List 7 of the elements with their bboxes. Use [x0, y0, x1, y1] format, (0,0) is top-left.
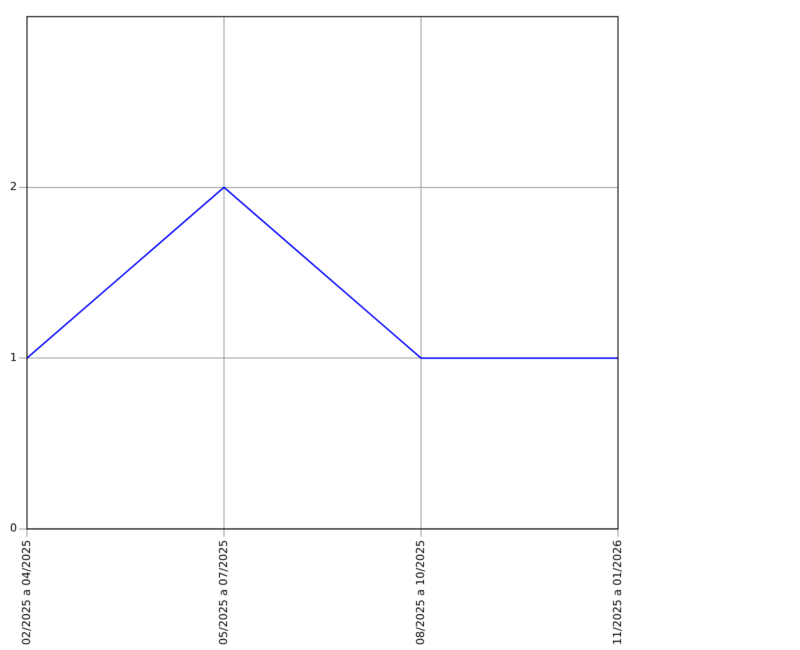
y-tick-label: 2 [10, 180, 17, 194]
x-tick-label: 11/2025 a 01/2026 [610, 540, 624, 646]
y-tick-label: 0 [10, 522, 17, 535]
y-tick-label: 1 [10, 350, 17, 364]
x-tick-label: 05/2025 a 07/2025 [216, 540, 230, 646]
x-tick-label: 08/2025 a 10/2025 [414, 540, 427, 646]
x-tick-label: 02/2025 a 04/2025 [20, 540, 33, 646]
